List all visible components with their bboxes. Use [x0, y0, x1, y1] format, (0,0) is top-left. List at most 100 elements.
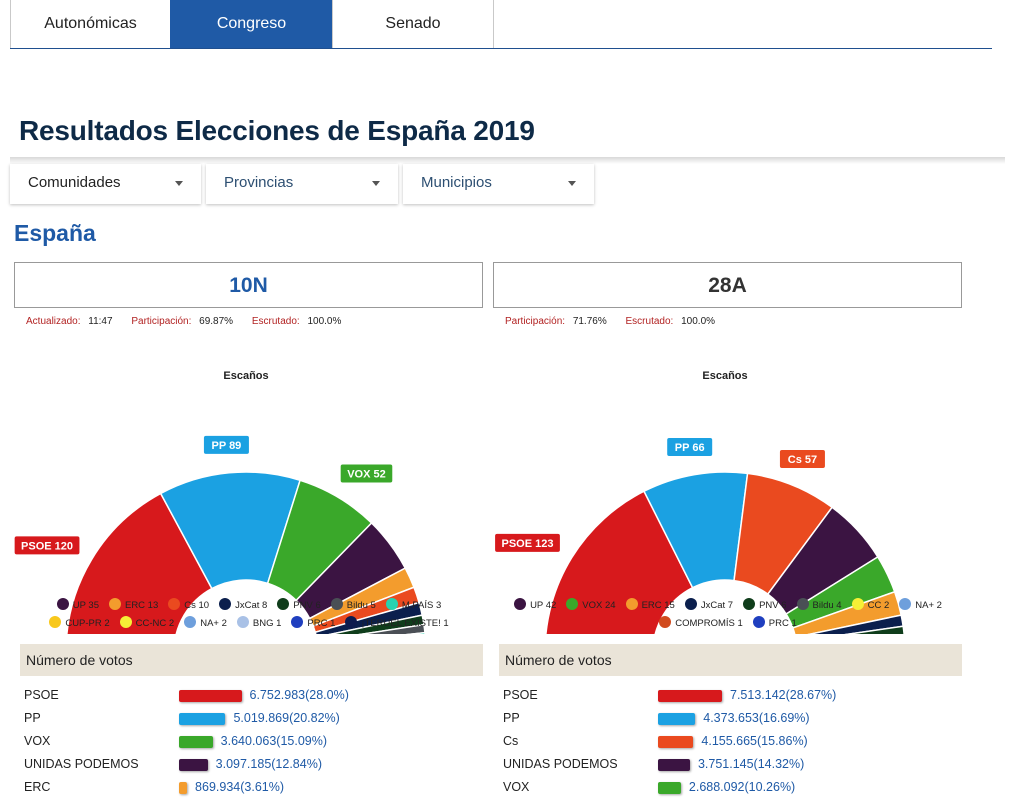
- legend-item[interactable]: Bildu 5: [330, 598, 376, 614]
- legend-item[interactable]: PRC 1: [291, 616, 335, 632]
- legend-item[interactable]: M.PAÍS 3: [385, 598, 441, 614]
- tab-senado[interactable]: Senado: [332, 0, 494, 48]
- legend-dot-icon: [659, 616, 672, 628]
- legend-dot-icon: [277, 598, 290, 610]
- legend-item[interactable]: JxCat 7: [684, 598, 734, 614]
- participation-value: 71.76%: [572, 316, 607, 327]
- legend-dot-icon: [743, 598, 756, 610]
- municipios-label: Municipios: [421, 174, 492, 191]
- legend-item[interactable]: UP 35: [56, 598, 99, 614]
- legend-item[interactable]: PRC 1: [752, 616, 797, 632]
- legend-dot-icon: [108, 598, 121, 610]
- municipios-dropdown[interactable]: Municipios: [403, 164, 594, 204]
- vote-bar: [179, 690, 242, 702]
- legend-item[interactable]: UP 42: [514, 598, 556, 614]
- legend-label: CC-NC 2: [135, 618, 175, 629]
- legend-item[interactable]: ¡TERUEL EXISTE! 1: [345, 616, 449, 632]
- svg-text:PP 89: PP 89: [212, 440, 242, 452]
- vote-party-name: UNIDAS PODEMOS: [24, 757, 139, 771]
- comunidades-dropdown[interactable]: Comunidades: [10, 164, 201, 204]
- slice-data-label: PP 89: [203, 435, 249, 454]
- legend-dot-icon: [752, 616, 765, 628]
- vote-bar: [658, 690, 722, 702]
- participation-label: Participación:: [505, 316, 566, 327]
- svg-text:PP 66: PP 66: [675, 442, 705, 454]
- vote-bar: [179, 736, 213, 748]
- provincias-label: Provincias: [224, 174, 294, 191]
- votes-header: Número de votos: [499, 644, 962, 676]
- legend-label: ERC 13: [124, 600, 159, 611]
- legend-item[interactable]: NA+ 2: [184, 616, 227, 632]
- legend-dot-icon: [236, 616, 249, 628]
- svg-text:Cs 57: Cs 57: [788, 454, 817, 466]
- seat-slice-pnv[interactable]: [796, 625, 905, 634]
- vote-party-name: PP: [24, 711, 41, 725]
- slice-data-label: PSOE 120: [14, 536, 80, 555]
- legend-label: JxCat 7: [700, 600, 734, 611]
- vote-party-name: Cs: [503, 734, 519, 748]
- slice-data-label: Cs 57: [779, 449, 825, 468]
- updated-value: 11:47: [88, 316, 113, 327]
- seat-slice-psoe[interactable]: [545, 490, 694, 634]
- legend-item[interactable]: ERC 15: [625, 598, 675, 614]
- legend-item[interactable]: CC-NC 2: [119, 616, 175, 632]
- vote-bar: [658, 782, 681, 794]
- vote-party-name: PSOE: [24, 688, 59, 702]
- seat-slice-erc[interactable]: [791, 590, 903, 634]
- vote-row: UNIDAS PODEMOS 3.097.185(12.84%): [24, 754, 484, 774]
- vote-row: PSOE 6.752.983(28.0%): [24, 685, 484, 705]
- legend-item[interactable]: Bildu 4: [796, 598, 842, 614]
- region-title: España: [14, 220, 96, 246]
- legend-label: UP 35: [72, 600, 99, 611]
- panel-10n: 10N Actualizado: 11:47 Participación: 69…: [14, 262, 484, 794]
- legend-item[interactable]: JxCat 8: [219, 598, 267, 614]
- legend-dot-icon: [625, 598, 638, 610]
- legend-label: Bildu 5: [346, 600, 376, 611]
- legend-label: PRC 1: [307, 618, 336, 629]
- title-divider: [10, 157, 1005, 164]
- legend-item[interactable]: CUP-PR 2: [49, 616, 110, 632]
- tab-autonomicas[interactable]: Autonómicas: [10, 0, 171, 48]
- legend-dot-icon: [796, 598, 809, 610]
- vote-row: PP 4.373.653(16.69%): [503, 708, 963, 728]
- seat-slice-pnv[interactable]: [316, 614, 425, 634]
- vote-count: 869.934(3.61%): [195, 780, 284, 794]
- seat-slice-jxcat[interactable]: [314, 601, 424, 634]
- seat-slice-bildu[interactable]: [317, 623, 426, 634]
- legend-item[interactable]: NA+ 2: [899, 598, 942, 614]
- legend-label: CC 2: [867, 600, 890, 611]
- votes-header: Número de votos: [20, 644, 483, 676]
- legend-dot-icon: [219, 598, 232, 610]
- legend-dot-icon: [168, 598, 181, 610]
- legend-label: ¡TERUEL EXISTE! 1: [361, 618, 449, 629]
- legend-dot-icon: [49, 616, 62, 628]
- legend-item[interactable]: VOX 24: [566, 598, 616, 614]
- provincias-dropdown[interactable]: Provincias: [206, 164, 398, 204]
- info-row: Actualizado: 11:47 Participación: 69.87%…: [14, 316, 484, 334]
- vote-bar: [658, 736, 694, 748]
- vote-row: PP 5.019.869(20.82%): [24, 708, 484, 728]
- legend-item[interactable]: ERC 13: [108, 598, 159, 614]
- vote-row: VOX 3.640.063(15.09%): [24, 731, 484, 751]
- vote-row: Cs 4.155.665(15.86%): [503, 731, 963, 751]
- tab-congreso[interactable]: Congreso: [170, 0, 333, 48]
- legend-item[interactable]: PNV 6: [743, 598, 787, 614]
- legend-item[interactable]: COMPROMÍS 1: [659, 616, 743, 632]
- counted-label: Escrutado:: [625, 316, 674, 327]
- chevron-down-icon: [568, 181, 576, 186]
- legend-dot-icon: [184, 616, 197, 628]
- legend-dot-icon: [345, 616, 358, 628]
- page-title: Resultados Elecciones de España 2019: [19, 115, 535, 146]
- slice-data-label: PSOE 123: [495, 533, 560, 552]
- vote-row: UNIDAS PODEMOS 3.751.145(14.32%): [503, 754, 963, 774]
- legend-item[interactable]: CC 2: [851, 598, 890, 614]
- legend-label: PNV 6: [759, 600, 787, 611]
- slice-data-label: PP 66: [667, 438, 713, 457]
- legend-item[interactable]: BNG 1: [236, 616, 281, 632]
- vote-count: 3.097.185(12.84%): [215, 757, 322, 771]
- legend-item[interactable]: Cs 10: [168, 598, 209, 614]
- seat-slice-m-pa-s[interactable]: [318, 631, 426, 634]
- legend-item[interactable]: PNV 6: [277, 598, 321, 614]
